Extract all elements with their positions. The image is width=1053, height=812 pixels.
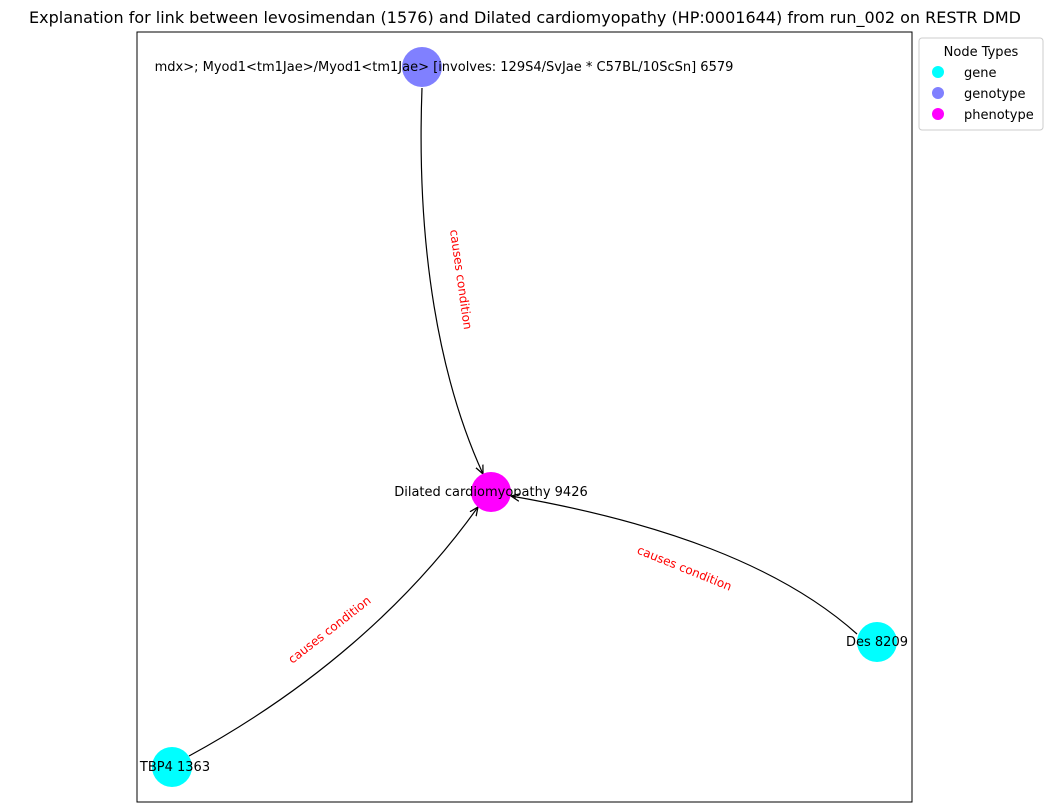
node-label-genotype: mdx>; Myod1<tm1Jae>/Myod1<tm1Jae> [invol… (155, 60, 734, 75)
nodes (152, 47, 897, 787)
node-label-ltbp4: TBP4 1363 (139, 760, 210, 775)
node-ltbp4 (152, 747, 192, 787)
edge-label-genotype: causes condition (447, 229, 475, 331)
legend-marker-genotype (932, 87, 944, 99)
edges (188, 87, 858, 757)
edge-label-des: causes condition (635, 543, 734, 594)
legend-box (918, 37, 1044, 131)
legend-label-genotype: genotype (964, 87, 1025, 102)
node-genotype (402, 47, 442, 87)
legend-label-gene: gene (964, 66, 997, 81)
figure-title: Explanation for link between levosimenda… (29, 8, 1021, 28)
edge-des-to-phenotype (511, 496, 858, 635)
legend-title: Node Types (944, 45, 1019, 60)
edge-ltbp4-to-phenotype (188, 507, 478, 757)
node-phenotype (471, 472, 511, 512)
legend-marker-phenotype (932, 108, 944, 120)
plot-frame (136, 31, 913, 803)
node-label-phenotype: Dilated cardiomyopathy 9426 (394, 485, 588, 500)
legend-label-phenotype: phenotype (964, 108, 1034, 123)
legend: Node Types gene genotype phenotype (918, 37, 1044, 131)
node-label-des: Des 8209 (846, 635, 908, 650)
node-des (857, 622, 897, 662)
legend-marker-gene (932, 66, 944, 78)
edge-genotype-to-phenotype (420, 87, 483, 474)
edge-label-ltbp4: causes condition (286, 593, 374, 666)
